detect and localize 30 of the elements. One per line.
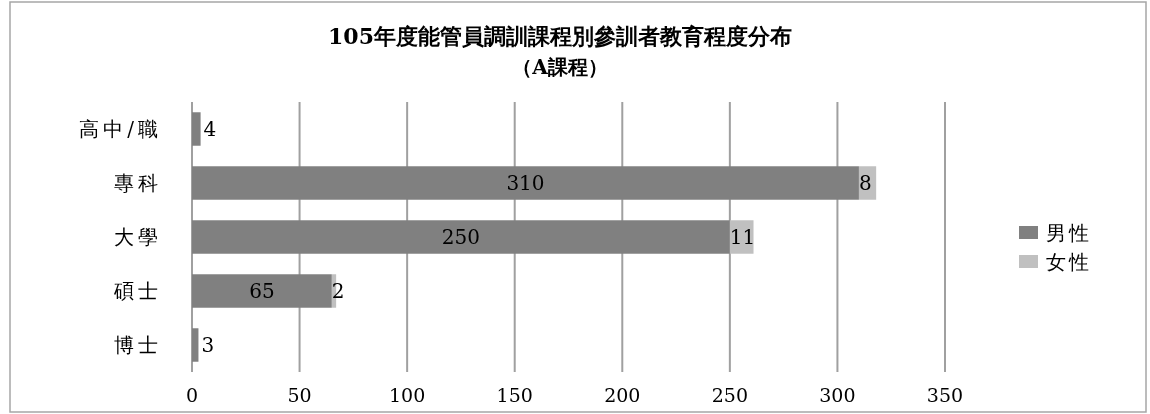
bar bbox=[192, 112, 201, 146]
bar bbox=[192, 220, 730, 254]
y-tick-label: 高中/職 bbox=[79, 117, 162, 141]
x-tick-label: 300 bbox=[819, 384, 856, 406]
chart-subtitle: （A課程） bbox=[512, 55, 608, 79]
bar bbox=[192, 274, 332, 308]
legend-label: 女性 bbox=[1046, 250, 1092, 274]
x-tick-label: 350 bbox=[926, 384, 964, 406]
y-tick-label: 大學 bbox=[114, 225, 162, 249]
x-tick-label: 50 bbox=[287, 384, 312, 406]
x-tick-label: 150 bbox=[496, 384, 533, 406]
bar bbox=[192, 328, 199, 362]
data-label: 8 bbox=[858, 171, 872, 195]
chart-title: 105年度能管員調訓課程別參訓者教育程度分布 bbox=[328, 23, 792, 49]
x-tick-label: 100 bbox=[389, 384, 426, 406]
legend-label: 男性 bbox=[1046, 221, 1092, 245]
data-label: 65 bbox=[249, 279, 275, 303]
data-label: 4 bbox=[203, 117, 217, 141]
bar bbox=[192, 166, 859, 200]
y-tick-label: 專科 bbox=[114, 171, 162, 195]
data-label: 2 bbox=[331, 279, 345, 303]
x-tick-label: 0 bbox=[185, 384, 199, 406]
data-label: 11 bbox=[729, 225, 756, 249]
y-tick-label: 博士 bbox=[114, 333, 162, 357]
x-tick-label: 200 bbox=[604, 384, 641, 406]
data-label: 310 bbox=[506, 171, 545, 195]
x-tick-label: 250 bbox=[711, 384, 748, 406]
data-label: 3 bbox=[201, 333, 215, 357]
y-tick-label: 碩士 bbox=[113, 279, 162, 303]
data-label: 250 bbox=[441, 225, 481, 249]
